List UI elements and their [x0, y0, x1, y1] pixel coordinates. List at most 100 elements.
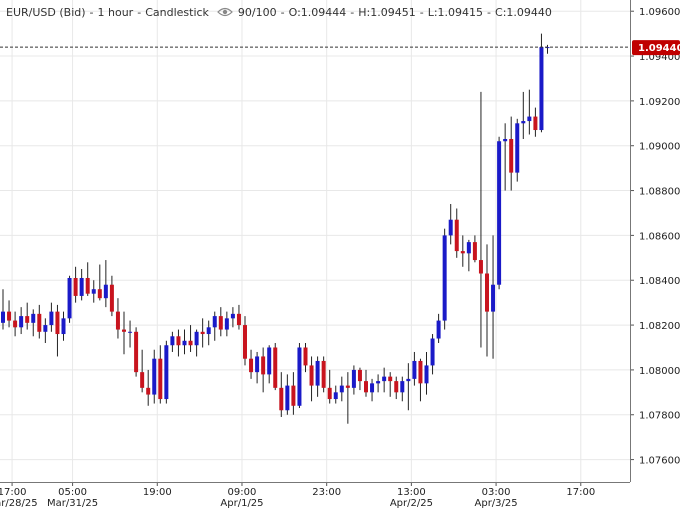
- separator: -: [350, 5, 355, 19]
- candle-down: [345, 385, 350, 388]
- candle-down: [7, 311, 12, 321]
- candle-up: [400, 381, 405, 393]
- candle-down: [418, 360, 423, 384]
- symbol-label: EUR/USD (Bid): [6, 5, 86, 19]
- candle-up: [315, 360, 320, 386]
- candle-down: [13, 320, 18, 328]
- y-tick-label: 1.09000: [639, 142, 680, 153]
- candle-up: [491, 284, 496, 312]
- x-tick-label: 05:00: [58, 487, 87, 498]
- y-tick-label: 1.08200: [639, 321, 680, 332]
- candle-down: [485, 273, 489, 312]
- candle-down: [200, 331, 205, 335]
- x-date-label: Mar/28/25: [0, 498, 38, 509]
- gridlines: [0, 0, 630, 482]
- open-value: O:1.09444: [288, 5, 347, 19]
- candle-up: [19, 316, 24, 328]
- candle-down: [460, 251, 465, 254]
- candle-up: [31, 313, 36, 323]
- candle-down: [291, 385, 296, 406]
- candle-up: [212, 316, 217, 328]
- candle-up: [206, 327, 211, 335]
- candle-up: [43, 325, 48, 332]
- candle-up: [497, 141, 502, 285]
- y-tick-label: 1.09600: [639, 7, 680, 18]
- y-tick-label: 1.09400: [639, 52, 680, 63]
- candle-down: [303, 347, 308, 366]
- candle-up: [91, 289, 96, 294]
- candle-up: [436, 320, 441, 339]
- candle-down: [394, 381, 399, 393]
- candle-down: [327, 387, 332, 400]
- candle-down: [122, 329, 126, 332]
- candle-down: [55, 311, 60, 335]
- current-price-badge: 1.09440: [632, 40, 684, 56]
- candle-up: [430, 338, 435, 366]
- x-tick-label: 23:00: [312, 487, 341, 498]
- candle-up: [333, 392, 338, 400]
- chart-style-label[interactable]: Candlestick: [145, 5, 209, 19]
- candle-down: [25, 316, 30, 323]
- time-axis[interactable]: 17:00Mar/28/2505:00Mar/31/2519:0009:00Ap…: [0, 482, 630, 509]
- candle-up: [412, 360, 417, 379]
- x-tick-label: 17:00: [566, 487, 595, 498]
- x-date-label: Mar/31/25: [47, 498, 98, 509]
- candle-down: [115, 311, 120, 330]
- candle-up: [448, 219, 453, 236]
- candles: [1, 33, 550, 424]
- x-tick-label: 09:00: [228, 487, 257, 498]
- candle-down: [478, 260, 483, 274]
- candle-down: [37, 313, 42, 332]
- y-tick-label: 1.08600: [639, 231, 680, 242]
- candle-down: [364, 381, 368, 393]
- separator: -: [487, 5, 492, 19]
- candle-up: [152, 358, 157, 395]
- candle-down: [188, 340, 193, 346]
- candle-up: [442, 235, 447, 321]
- candle-up: [49, 311, 54, 326]
- candle-down: [109, 284, 114, 312]
- candle-up: [128, 331, 133, 333]
- separator: -: [137, 5, 142, 19]
- current-price-label: 1.09440: [638, 43, 684, 54]
- candle-up: [539, 47, 544, 131]
- candle-down: [472, 242, 477, 261]
- candle-down: [261, 356, 266, 375]
- candle-up: [527, 116, 532, 122]
- separator: -: [419, 5, 424, 19]
- candle-down: [388, 376, 393, 382]
- candle-up: [515, 123, 520, 173]
- separator: -: [89, 5, 94, 19]
- candle-up: [339, 385, 344, 393]
- candle-down: [158, 358, 163, 400]
- x-tick-label: 03:00: [482, 487, 511, 498]
- x-date-label: Apr/2/25: [390, 498, 433, 509]
- y-tick-label: 1.07600: [639, 456, 680, 467]
- x-tick-label: 19:00: [143, 487, 172, 498]
- interval-label[interactable]: 1 hour: [97, 5, 134, 19]
- current-price-badge-bg: [632, 40, 680, 56]
- candle-down: [454, 219, 459, 252]
- bar-count: 90/100: [237, 5, 277, 19]
- x-tick-label: 13:00: [397, 487, 426, 498]
- eye-icon[interactable]: [217, 6, 233, 18]
- y-tick-label: 1.08400: [639, 276, 680, 287]
- candle-down: [357, 369, 362, 382]
- x-date-label: Apr/1/25: [220, 498, 263, 509]
- candle-up: [521, 121, 526, 124]
- candle-up: [67, 277, 72, 319]
- candle-down: [134, 331, 139, 373]
- candle-down: [176, 336, 181, 346]
- candle-up: [406, 378, 411, 382]
- candle-up: [164, 345, 169, 400]
- low-value: L:1.09415: [427, 5, 484, 19]
- candle-down: [236, 313, 241, 326]
- candle-down: [85, 277, 90, 294]
- price-axis[interactable]: 1.09600 1.09400 1.09200 1.09000 1.08800 1.086…: [630, 0, 680, 482]
- candle-up: [370, 383, 375, 393]
- y-tick-label: 1.08000: [639, 366, 680, 377]
- candle-down: [309, 365, 314, 386]
- candle-up: [267, 347, 272, 375]
